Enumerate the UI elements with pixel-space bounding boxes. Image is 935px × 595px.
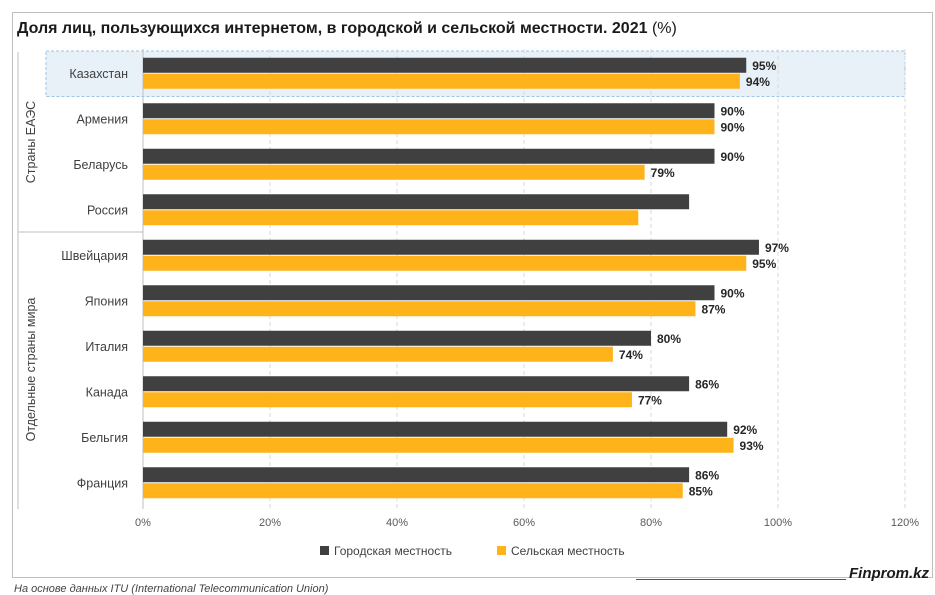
- data-label: 90%: [721, 286, 745, 300]
- bar-rural: [143, 301, 696, 317]
- data-label: 87%: [701, 302, 725, 316]
- chart-title-unit: (%): [651, 20, 677, 37]
- brand-logo: Finprom.kz: [849, 565, 930, 582]
- chart-title: Доля лиц, пользующихся интернетом, в гор…: [17, 20, 677, 38]
- brand-rule: [636, 579, 846, 580]
- data-label: 93%: [740, 439, 764, 453]
- legend-label: Сельская местность: [511, 544, 625, 558]
- x-tick-label: 40%: [386, 517, 408, 529]
- category-label: Армения: [77, 112, 129, 126]
- bar-urban: [143, 330, 651, 346]
- x-tick-label: 0%: [135, 517, 151, 529]
- category-label: Канада: [86, 385, 128, 399]
- data-label: 80%: [657, 332, 681, 346]
- category-label: Бельгия: [81, 431, 128, 445]
- bar-urban: [143, 194, 690, 210]
- bar-urban: [143, 376, 690, 392]
- bar-rural: [143, 164, 645, 180]
- group-label: Страны ЕАЭС: [24, 101, 38, 183]
- bar-rural: [143, 210, 639, 226]
- data-label: 92%: [733, 423, 757, 437]
- data-label: 74%: [619, 348, 643, 362]
- legend: Городская местность Сельская местность: [320, 544, 625, 558]
- bar-rural: [143, 346, 613, 362]
- source-note: На основе данных ITU (International Tele…: [14, 583, 329, 595]
- data-label: 90%: [721, 104, 745, 118]
- data-label: 94%: [746, 75, 770, 89]
- category-label: Россия: [87, 203, 128, 217]
- category-label: Казахстан: [69, 67, 128, 81]
- data-label: 95%: [752, 59, 776, 73]
- data-label: 79%: [651, 166, 675, 180]
- group-label: Отдельные страны мира: [24, 298, 38, 442]
- bar-rural: [143, 392, 632, 408]
- category-label: Япония: [85, 294, 128, 308]
- x-tick-label: 100%: [764, 517, 792, 529]
- x-tick-label: 20%: [259, 517, 281, 529]
- bar-urban: [143, 285, 715, 301]
- bar-rural: [143, 255, 747, 271]
- data-label: 97%: [765, 241, 789, 255]
- data-label: 86%: [695, 377, 719, 391]
- legend-swatch: [497, 546, 506, 555]
- x-tick-labels: 0% 20% 40% 60% 80% 100% 120%: [135, 517, 919, 529]
- chart-title-main: Доля лиц, пользующихся интернетом, в гор…: [17, 20, 648, 37]
- bar-urban: [143, 103, 715, 119]
- category-label: Швейцария: [61, 249, 128, 263]
- bar-urban: [143, 421, 728, 437]
- legend-label: Городская местность: [334, 544, 452, 558]
- chart-frame: [12, 12, 933, 578]
- bar-rural: [143, 437, 734, 453]
- x-tick-label: 120%: [891, 517, 919, 529]
- legend-swatch: [320, 546, 329, 555]
- category-label: Италия: [85, 340, 128, 354]
- data-labels: 95% 94% 90% 90% 90% 79% 97% 95% 90% 87% 80% 74% 86% 7…: [619, 59, 789, 499]
- bar-urban: [143, 148, 715, 164]
- bar-rural: [143, 119, 715, 135]
- category-labels: Казахстан Армения Беларусь Россия Швейцария Я…: [61, 67, 128, 491]
- x-tick-label: 80%: [640, 517, 662, 529]
- category-label: Франция: [77, 476, 128, 490]
- x-tick-label: 60%: [513, 517, 535, 529]
- data-label: 95%: [752, 257, 776, 271]
- bar-urban: [143, 467, 690, 483]
- bar-urban: [143, 57, 747, 73]
- data-label: 86%: [695, 468, 719, 482]
- data-label: 77%: [638, 393, 662, 407]
- data-label: 90%: [721, 150, 745, 164]
- bar-urban: [143, 239, 759, 255]
- data-label: 85%: [689, 484, 713, 498]
- group-labels: Страны ЕАЭС Отдельные страны мира: [17, 52, 143, 509]
- bars: [143, 57, 759, 499]
- bar-rural: [143, 73, 740, 89]
- data-label: 90%: [721, 120, 745, 134]
- category-label: Беларусь: [73, 158, 128, 172]
- bar-rural: [143, 483, 683, 499]
